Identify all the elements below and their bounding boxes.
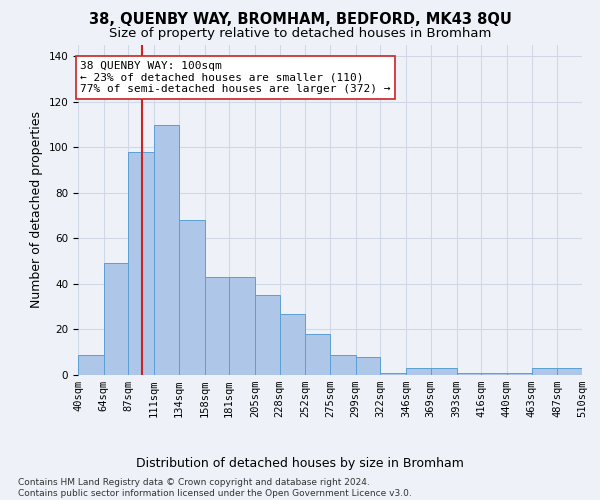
Bar bbox=[205, 277, 229, 375]
Bar bbox=[431, 368, 457, 375]
Text: 38 QUENBY WAY: 100sqm
← 23% of detached houses are smaller (110)
77% of semi-det: 38 QUENBY WAY: 100sqm ← 23% of detached … bbox=[80, 61, 391, 94]
Bar bbox=[507, 372, 532, 375]
Bar bbox=[557, 368, 582, 375]
Bar bbox=[356, 357, 380, 375]
Bar bbox=[457, 372, 481, 375]
Text: Size of property relative to detached houses in Bromham: Size of property relative to detached ho… bbox=[109, 28, 491, 40]
Y-axis label: Number of detached properties: Number of detached properties bbox=[30, 112, 43, 308]
Bar bbox=[179, 220, 205, 375]
Text: Distribution of detached houses by size in Bromham: Distribution of detached houses by size … bbox=[136, 458, 464, 470]
Bar bbox=[481, 372, 507, 375]
Bar bbox=[305, 334, 330, 375]
Bar bbox=[330, 354, 356, 375]
Bar bbox=[78, 354, 104, 375]
Bar bbox=[229, 277, 255, 375]
Bar bbox=[532, 368, 557, 375]
Bar bbox=[154, 124, 179, 375]
Text: Contains HM Land Registry data © Crown copyright and database right 2024.
Contai: Contains HM Land Registry data © Crown c… bbox=[18, 478, 412, 498]
Bar bbox=[280, 314, 305, 375]
Bar bbox=[380, 372, 406, 375]
Bar bbox=[406, 368, 431, 375]
Bar bbox=[255, 296, 280, 375]
Text: 38, QUENBY WAY, BROMHAM, BEDFORD, MK43 8QU: 38, QUENBY WAY, BROMHAM, BEDFORD, MK43 8… bbox=[89, 12, 511, 28]
Bar bbox=[128, 152, 154, 375]
Bar bbox=[104, 264, 128, 375]
